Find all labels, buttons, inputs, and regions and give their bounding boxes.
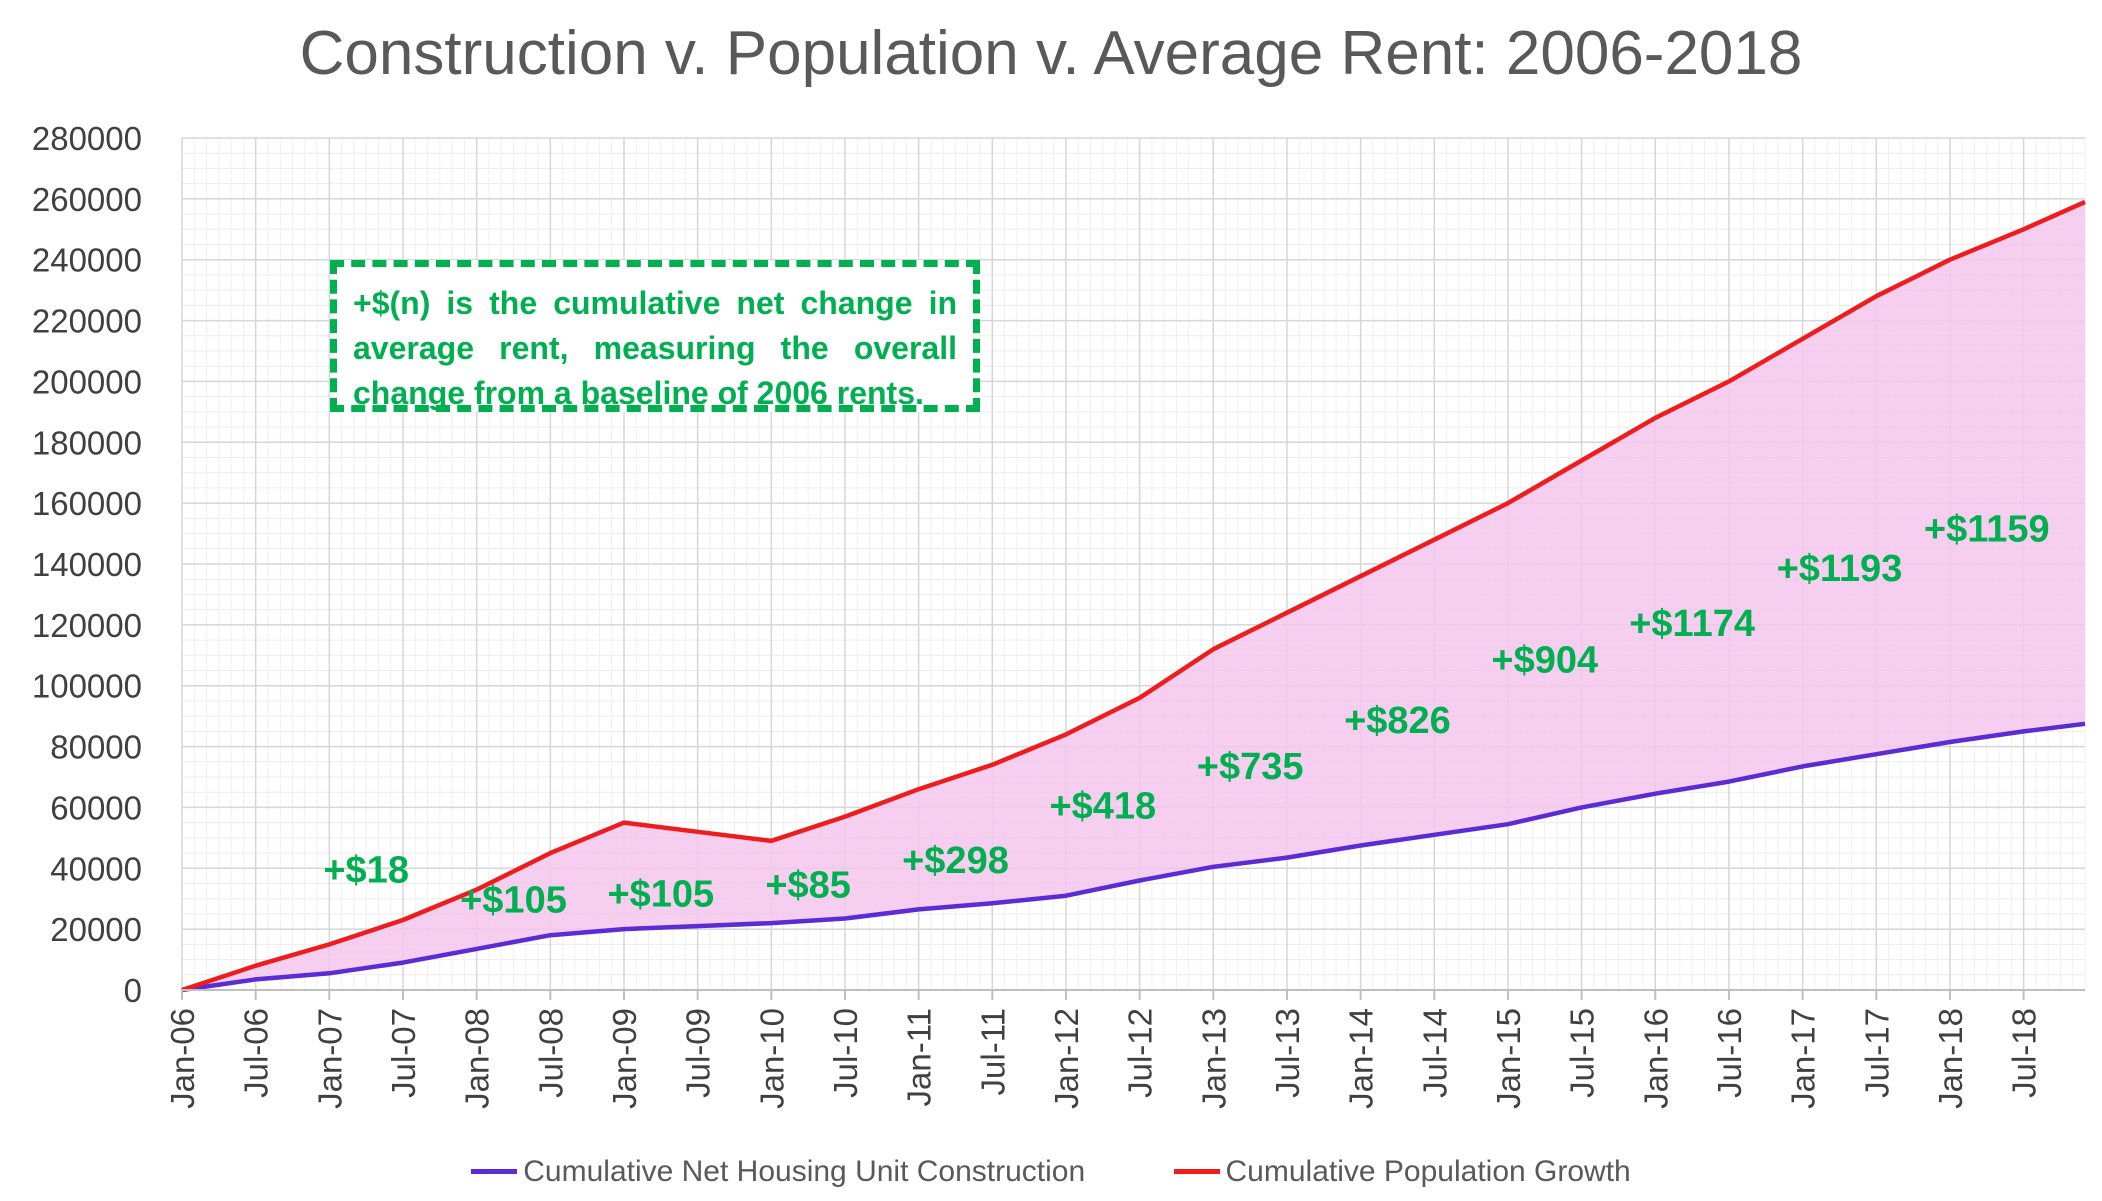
y-tick-label: 40000: [50, 850, 142, 887]
y-tick-label: 80000: [50, 729, 142, 766]
y-tick-label: 160000: [32, 485, 142, 522]
x-tick-label: Jan-16: [1637, 1008, 1674, 1109]
x-tick-label: Jan-14: [1343, 1008, 1380, 1109]
x-tick-label: Jan-11: [901, 1008, 938, 1106]
x-tick-label: Jan-12: [1048, 1008, 1085, 1109]
series-line-construction: [181, 721, 2086, 993]
x-tick-label: Jan-09: [606, 1008, 643, 1109]
x-tick-label: Jan-15: [1490, 1008, 1527, 1109]
rent-annotation-label: +$1193: [1777, 548, 1903, 590]
series-lines: [181, 199, 2086, 993]
x-tick-label: Jan-13: [1195, 1008, 1232, 1109]
x-tick-label: Jan-10: [753, 1008, 790, 1109]
x-tick-label: Jan-08: [459, 1008, 496, 1109]
y-tick-label: 100000: [32, 668, 142, 705]
fill-between-region: [182, 201, 2085, 990]
chart-title: Construction v. Population v. Average Re…: [299, 19, 1803, 88]
y-tick-label: 200000: [32, 363, 142, 400]
rent-annotation-label: +$18: [323, 849, 409, 891]
x-tick-label: Jul-13: [1269, 1008, 1306, 1098]
y-tick-label: 260000: [32, 181, 142, 218]
legend-label-construction: Cumulative Net Housing Unit Construction: [523, 1154, 1086, 1188]
legend: Cumulative Net Housing Unit Construction…: [0, 1148, 2102, 1189]
y-tick-label: 60000: [50, 789, 142, 826]
rent-annotation-label: +$105: [607, 874, 714, 916]
rent-annotation-label: +$826: [1344, 700, 1451, 742]
x-tick-label: Jul-15: [1564, 1008, 1601, 1098]
x-tick-labels: Jan-06 Jul-06 Jan-07 Jul-07 Jan-08 Jul-08 Jan-…: [164, 1008, 2043, 1109]
x-tick-label: Jul-12: [1122, 1008, 1159, 1098]
rent-annotation-label: +$1159: [1924, 508, 2050, 550]
x-tick-label: Jul-09: [680, 1008, 717, 1098]
x-tick-label: Jul-10: [827, 1008, 864, 1098]
legend-item-population: Cumulative Population Growth: [1173, 1154, 1631, 1189]
rent-annotation-label: +$105: [460, 880, 567, 922]
rent-annotation-label: +$904: [1491, 639, 1598, 681]
legend-item-construction: Cumulative Net Housing Unit Construction: [471, 1155, 1085, 1189]
x-tick-label: Jul-18: [2006, 1008, 2043, 1098]
y-tick-labels: 0 20000 40000 60000 80000 100000 120000 140000 1…: [32, 120, 142, 1009]
x-tick-label: Jul-14: [1416, 1008, 1453, 1098]
rent-annotations: +$18 +$105 +$105 +$85 +$298 +$418 +$735 +$826 +$…: [323, 508, 2049, 921]
x-tick-label: Jul-11: [974, 1008, 1011, 1095]
rent-annotation-label: +$735: [1197, 746, 1304, 788]
y-tick-label: 120000: [32, 607, 142, 644]
x-tick-label: Jan-06: [164, 1008, 201, 1109]
x-tick-label: Jul-08: [532, 1008, 569, 1098]
x-tick-label: Jan-17: [1785, 1008, 1822, 1109]
rent-annotation-label: +$85: [765, 865, 851, 907]
x-tick-label: Jan-07: [311, 1008, 348, 1109]
y-tick-label: 180000: [32, 424, 142, 461]
note-box: +$(n) is the cumulative net change in av…: [330, 260, 980, 412]
x-tick-label: Jan-18: [1932, 1008, 1969, 1109]
x-tick-label: Jul-07: [385, 1008, 422, 1098]
y-tick-label: 240000: [32, 242, 142, 279]
rent-annotation-label: +$418: [1049, 785, 1156, 827]
y-tick-label: 0: [124, 972, 142, 1009]
legend-swatch-population: [1173, 1169, 1220, 1174]
legend-label-population: Cumulative Population Growth: [1225, 1154, 1631, 1188]
axes: [181, 989, 2085, 1000]
y-tick-label: 20000: [50, 911, 142, 948]
rent-annotation-label: +$1174: [1629, 603, 1755, 645]
y-tick-label: 220000: [32, 303, 142, 340]
y-tick-label: 140000: [32, 546, 142, 583]
x-tick-label: Jul-16: [1711, 1008, 1748, 1098]
series-line-population: [181, 199, 2086, 993]
y-tick-label: 280000: [32, 120, 142, 157]
x-tick-label: Jul-17: [1858, 1008, 1895, 1098]
x-tick-label: Jul-06: [238, 1008, 275, 1098]
rent-annotation-label: +$298: [902, 840, 1009, 882]
legend-swatch-construction: [471, 1169, 518, 1174]
fill-between-area: [182, 201, 2085, 990]
